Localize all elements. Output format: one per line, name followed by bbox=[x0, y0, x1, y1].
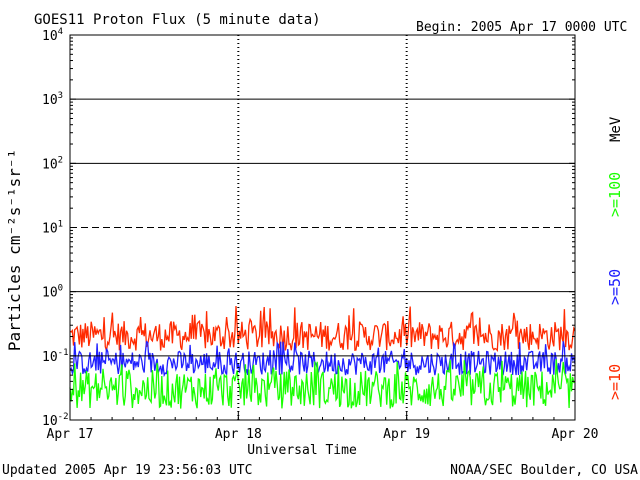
begin-label: Begin: 2005 Apr 17 0000 UTC bbox=[416, 20, 627, 35]
y-tick-label-2: 100 bbox=[42, 284, 63, 301]
x-tick-label-3: Apr 20 bbox=[552, 427, 599, 442]
legend-entry-2: >=100 bbox=[606, 172, 624, 217]
x-tick-label-2: Apr 19 bbox=[383, 427, 430, 442]
y-tick-label-4: 102 bbox=[42, 155, 63, 172]
legend-entry-1: >=50 bbox=[606, 269, 624, 305]
plot-frame bbox=[69, 34, 576, 421]
series-line-1 bbox=[69, 340, 576, 378]
series-line-2 bbox=[69, 359, 575, 409]
y-tick-label-5: 103 bbox=[42, 91, 63, 108]
legend-unit: MeV bbox=[608, 116, 624, 142]
updated-timestamp: Updated 2005 Apr 19 23:56:03 UTC bbox=[2, 463, 252, 478]
series-line-0 bbox=[69, 305, 576, 353]
legend: >=10 >=50 >=100 MeV bbox=[606, 116, 624, 400]
y-axis-title: Particles cm⁻²s⁻¹sr⁻¹ bbox=[5, 149, 24, 351]
series-layer bbox=[69, 305, 576, 409]
x-tick-label-1: Apr 18 bbox=[215, 427, 262, 442]
y-tick-label-6: 104 bbox=[42, 27, 63, 44]
chart-title: GOES11 Proton Flux (5 minute data) bbox=[34, 12, 321, 28]
y-tick-label-3: 101 bbox=[42, 220, 63, 237]
x-axis-title: Universal Time bbox=[247, 443, 357, 458]
grid-layer bbox=[70, 35, 575, 420]
footer-credit: NOAA/SEC Boulder, CO USA bbox=[450, 463, 638, 478]
x-tick-label-0: Apr 17 bbox=[47, 427, 94, 442]
y-tick-label-0: 10-2 bbox=[42, 412, 69, 429]
y-tick-label-1: 10-1 bbox=[42, 348, 69, 365]
tick-layer: 10-2 10-1 100 101 102 103 104 Apr 17 Apr 18 Apr 1… bbox=[42, 27, 598, 442]
legend-entry-0: >=10 bbox=[606, 364, 624, 400]
